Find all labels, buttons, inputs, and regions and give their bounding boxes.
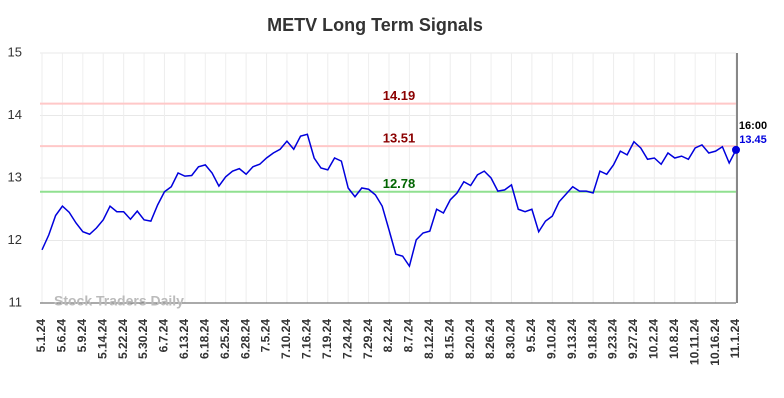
x-tick-label: 9.10.24	[544, 319, 558, 359]
x-tick-label: 8.26.24	[483, 319, 497, 359]
x-tick-label: 7.16.24	[300, 319, 314, 359]
last-point	[732, 145, 740, 154]
x-tick-label: 10.11.24	[687, 319, 701, 365]
x-tick-label: 5.14.24	[95, 319, 109, 359]
x-tick-label: 8.2.24	[381, 319, 395, 353]
x-tick-label: 5.1.24	[34, 319, 48, 353]
x-tick-label: 8.7.24	[402, 319, 416, 353]
x-tick-label: 5.22.24	[116, 319, 130, 359]
x-tick-label: 5.9.24	[75, 319, 89, 353]
x-tick-label: 7.19.24	[320, 319, 334, 359]
x-tick-label: 6.7.24	[157, 319, 171, 353]
x-tick-label: 8.20.24	[463, 319, 477, 359]
y-tick-label: 11	[9, 294, 23, 309]
x-tick-label: 6.18.24	[197, 319, 211, 359]
y-tick-label: 14	[8, 107, 22, 122]
x-tick-label: 8.30.24	[504, 319, 518, 359]
y-tick-label: 12	[8, 232, 22, 247]
x-tick-label: 5.30.24	[136, 319, 150, 359]
x-tick-label: 8.15.24	[442, 319, 456, 359]
last-time: 16:00	[739, 120, 767, 132]
x-tick-label: 7.10.24	[279, 319, 293, 359]
signal-label: 12.78	[383, 176, 416, 191]
x-tick-label: 10.2.24	[647, 319, 661, 359]
x-tick-label: 10.16.24	[708, 319, 722, 366]
x-tick-label: 8.12.24	[422, 319, 436, 359]
watermark: Stock Traders Daily	[54, 293, 184, 309]
x-tick-label: 6.13.24	[177, 319, 191, 359]
x-tick-label: 9.23.24	[606, 319, 620, 359]
signal-label: 13.51	[383, 131, 416, 146]
signal-label: 14.19	[383, 88, 416, 103]
y-tick-label: 15	[8, 44, 22, 59]
x-tick-label: 5.6.24	[55, 319, 69, 353]
x-tick-label: 6.25.24	[218, 319, 232, 359]
x-tick-label: 7.24.24	[340, 319, 354, 359]
y-tick-label: 13	[8, 169, 22, 184]
x-tick-label: 7.29.24	[361, 319, 375, 359]
x-tick-label: 9.13.24	[565, 319, 579, 359]
x-tick-label: 10.8.24	[667, 319, 681, 359]
x-tick-label: 11.1.24	[728, 319, 742, 359]
x-tick-label: 9.5.24	[524, 319, 538, 353]
x-tick-label: 7.5.24	[259, 319, 273, 353]
price-line	[41, 133, 737, 268]
x-tick-label: 9.27.24	[626, 319, 640, 359]
last-value: 13.45	[739, 134, 767, 146]
x-tick-label: 9.18.24	[585, 319, 599, 359]
x-tick-label: 6.28.24	[238, 319, 252, 359]
chart-title: METV Long Term Signals	[267, 15, 483, 35]
